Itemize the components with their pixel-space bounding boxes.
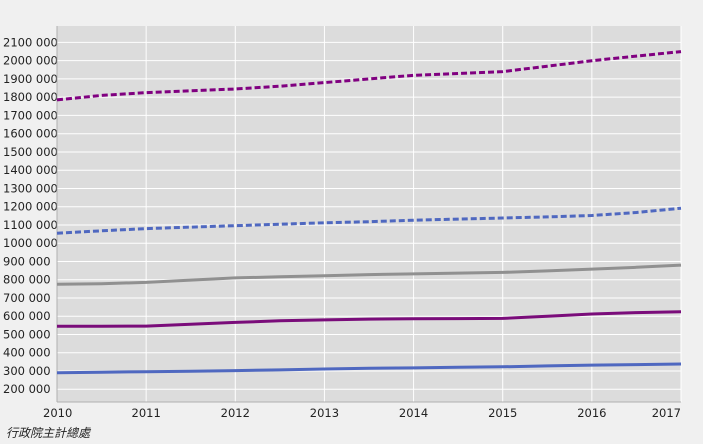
x-tick-label: 2012 [221,406,250,420]
y-tick-label: 500 000 [3,327,51,341]
y-tick-label: 1600 000 [3,127,58,141]
x-tick-label: 2017 [652,406,681,420]
y-tick-label: 1000 000 [3,236,58,250]
series-line-3 [56,263,682,286]
series-line-4 [57,310,682,328]
series-line-5 [56,362,682,375]
y-tick-label: 2000 000 [3,54,58,68]
y-tick-label: 1400 000 [3,163,58,177]
source-credit: 行政院主計總處 [6,426,91,440]
y-tick-label: 700 000 [3,291,51,305]
y-tick-label: 1800 000 [3,90,58,104]
y-tick-label: 2100 000 [3,35,58,49]
y-tick-label: 1700 000 [3,108,58,122]
series-line-2 [56,206,682,235]
y-tick-label: 200 000 [3,382,51,396]
y-tick-label: 800 000 [3,273,51,287]
y-tick-label: 1300 000 [3,181,58,195]
y-tick-label: 1100 000 [3,218,58,232]
y-tick-label: 600 000 [3,309,51,323]
y-tick-label: 1900 000 [3,72,58,86]
series-line-1 [56,50,682,102]
x-tick-label: 2011 [132,406,161,420]
plot-area [57,26,681,402]
x-tick-label: 2014 [399,406,428,420]
y-tick-label: 300 000 [3,364,51,378]
y-tick-label: 900 000 [3,254,51,268]
y-tick-label: 400 000 [3,346,51,360]
x-tick-label: 2016 [577,406,606,420]
y-tick-label: 1500 000 [3,145,58,159]
x-tick-label: 2013 [310,406,339,420]
x-tick-label: 2015 [488,406,517,420]
x-tick-label: 2010 [43,406,72,420]
y-tick-label: 1200 000 [3,200,58,214]
